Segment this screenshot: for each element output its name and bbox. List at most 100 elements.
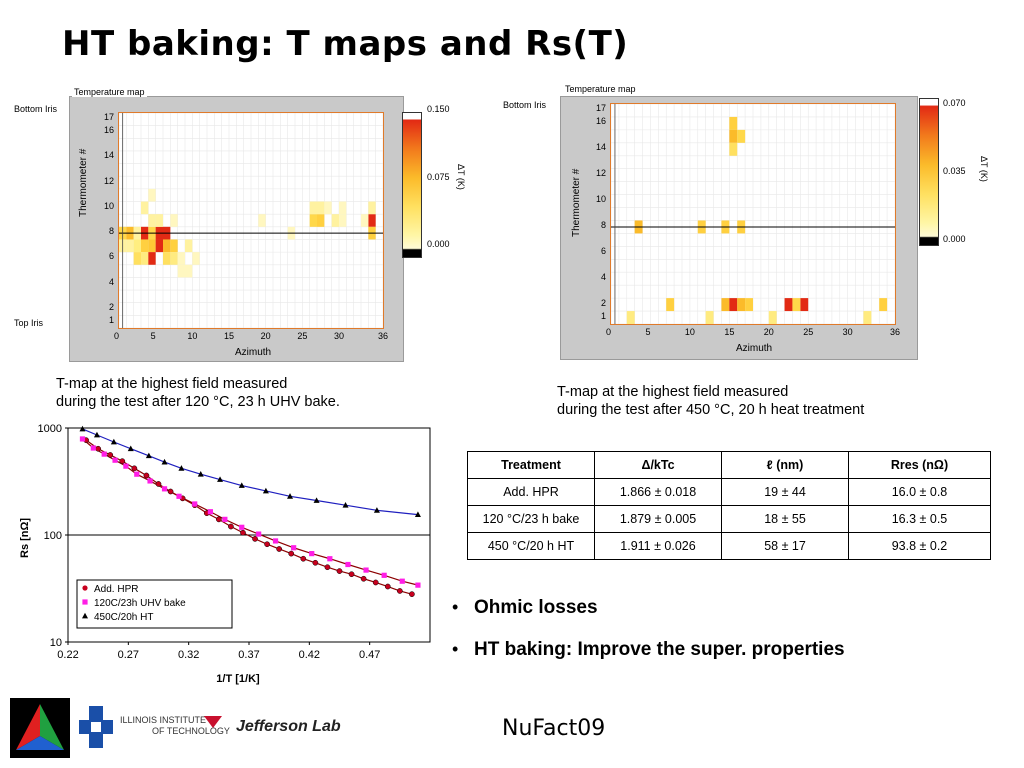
tmap-y-tick-label: 2 [108,302,114,313]
tmap-y-tick-label: 14 [103,150,114,161]
table-header-gap: Δ/kTc [594,451,722,479]
bullet-dot-icon: • [452,639,459,659]
rs-data-point [79,425,86,432]
tmap-x-tick-label: 5 [150,331,156,341]
tmap-hot-cell [737,129,746,143]
rs-x-tick-label: 0.32 [178,649,199,661]
rs-chart-y-axis-label: Rs [nΩ] [19,518,31,558]
tmap-hot-cell [177,264,185,278]
tmap-y-tick-label: 10 [595,194,606,205]
jefferson-lab-logo: Jefferson Lab [236,718,341,735]
bullet-text: Ohmic losses [474,597,598,618]
tmap-left-top-iris-label: Top Iris [14,318,44,328]
tmap-hot-cell [133,239,141,253]
iit-line1: ILLINOIS INSTITUTE [120,715,207,725]
rs-legend-marker [82,599,88,605]
tmap-hot-cell [361,214,369,227]
rs-data-point [252,536,258,542]
tmap-y-tick-label: 6 [108,251,114,262]
rs-data-point [93,431,100,438]
rs-data-point [240,529,246,536]
tmap-x-tick-label: 25 [297,331,308,341]
rs-data-point [262,487,269,494]
rs-legend-label: 450C/20h HT [94,612,153,623]
rs-y-tick-label: 1000 [38,423,62,435]
tmap-x-tick-label: 36 [378,331,389,341]
tmap-y-tick-label: 12 [103,175,114,186]
rs-data-point [178,465,185,471]
rs-vs-inverse-t-chart: 1000 100 10 0.22 0.27 0.32 0.37 0.42 0.47 1/T [… [19,423,431,685]
table-cell: 1.879 ± 0.005 [594,505,722,533]
iit-triangle-icon [204,716,222,728]
tmap-hot-cell [768,311,777,324]
tmap-hot-cell [745,298,753,312]
tmap-hot-cell [879,298,888,312]
tmap-hot-cell [141,239,149,253]
rs-data-point [215,516,222,523]
rs-data-point [110,438,117,445]
rs-data-point [276,546,283,552]
tmap-x-tick-label: 30 [842,327,853,337]
tmap-hot-cell [148,188,156,202]
tmap-x-tick-label: 25 [803,327,814,337]
tmap-right-figure: Bottom Iris Temperature map Thermometer … [503,82,1003,362]
rs-data-point [415,582,421,588]
tmap-y-tick-label: 2 [600,297,606,308]
table-cell: 58 ± 17 [721,532,849,560]
table-cell: 19 ± 44 [721,478,849,506]
rs-y-tick-label: 10 [50,637,62,649]
tmap-x-tick-label: 0 [606,327,612,337]
tmap-hot-cell [155,239,163,253]
rs-x-tick-label: 0.47 [359,649,380,661]
rs-data-point [161,486,168,492]
table-cell: 1.911 ± 0.026 [594,532,722,560]
tmap-y-tick-label: 4 [600,271,606,282]
tmap-hot-cell [331,214,339,227]
tmap-right-panel-title: Temperature map [563,84,638,94]
rs-data-point [309,551,315,557]
rs-data-point [197,471,204,477]
tmap-hot-cell [177,252,185,265]
footer-text: NuFact09 [502,716,606,741]
rs-data-point [107,452,114,458]
rs-data-point [324,564,331,571]
tmap-y-tick-label: 6 [600,245,606,256]
table-cell: 120 °C/23 h bake [467,505,595,533]
rs-data-point [131,465,138,472]
rs-data-point [222,516,228,522]
rs-data-point [348,571,355,578]
rs-legend-label: Add. HPR [94,584,138,595]
rs-data-point [228,523,234,530]
tmap-hot-cell [863,311,872,324]
tmap-hot-cell [309,214,317,227]
rs-data-point [119,458,126,464]
tmap-left-scale-tick-low: 0.000 [427,239,450,249]
table-header-treatment: Treatment [467,451,595,479]
tmap-hot-cell [133,252,141,265]
tmap-hot-cell [170,214,178,227]
tmap-hot-cell [705,311,714,324]
tmap-right-x-axis-label: Azimuth [736,343,773,354]
tmap-hot-cell [309,201,317,215]
rs-data-point [291,545,297,551]
table-cell: 16.0 ± 0.8 [848,478,991,506]
rs-data-point [192,501,198,507]
tmap-hot-cell [729,142,738,156]
tmap-left-grid [118,112,384,329]
tmap-hot-cell [339,214,347,227]
rs-chart-x-axis-label: 1/T [1/K] [216,673,260,685]
rs-data-point [363,567,369,573]
tmap-right-caption: T-map at the highest field measured duri… [557,383,864,419]
page-title: HT baking: T maps and Rs(T) [62,24,629,64]
rs-data-point [399,578,405,584]
triangle-logo-icon [10,698,70,758]
rs-data-point [372,579,379,586]
rs-data-point [264,541,270,548]
tmap-left-scale-label: ΔT (K) [456,164,466,190]
rs-fit-line [82,428,418,516]
tmap-x-tick-label: 36 [890,327,901,337]
rs-data-point [147,478,153,484]
rs-data-point [313,497,320,503]
